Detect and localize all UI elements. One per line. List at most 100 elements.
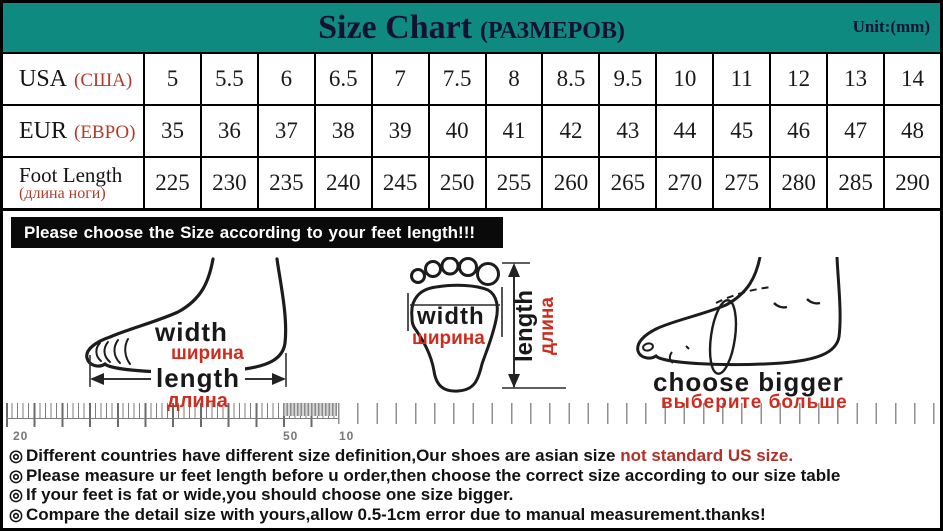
ruler-number: 20	[13, 429, 29, 443]
row-label-en: USA	[19, 65, 68, 92]
size-value-cell: 275	[712, 158, 769, 208]
size-value-cell: 40	[427, 106, 485, 156]
size-value-cell: 240	[313, 158, 371, 208]
size-value-cell: 10	[655, 54, 712, 104]
notes-list: ◎ Different countries have different size…	[9, 446, 939, 524]
header-band: Size Chart (РАЗМЕРОВ) Unit:(mm)	[3, 3, 940, 54]
row-label-ru: (длина ноги)	[19, 184, 106, 202]
left-width-label: width	[155, 317, 228, 347]
note-text: Please measure ur feet length before u o…	[25, 465, 841, 485]
note-line: ◎ Compare the detail size with yours,allo…	[9, 505, 939, 525]
unit-label: Unit:(mm)	[852, 17, 930, 36]
size-value-cell: 5.5	[199, 54, 257, 104]
size-value-cell: 46	[769, 106, 826, 156]
ruler-number: 50	[283, 429, 299, 443]
note-bullet-icon: ◎	[9, 448, 23, 465]
ruler-fine-ticks	[6, 403, 338, 429]
ruler-hatch-band	[283, 403, 337, 416]
size-value-cell: 36	[199, 106, 257, 156]
size-value-cell: 41	[484, 106, 542, 156]
size-value-cell: 8.5	[541, 54, 598, 104]
size-value-cell: 250	[427, 158, 485, 208]
note-text: Compare the detail size with yours,allow…	[25, 504, 766, 524]
size-value-cell: 5	[143, 54, 200, 104]
note-line: ◎ If your feet is fat or wide,you should …	[9, 485, 939, 505]
size-value-cell: 37	[256, 106, 314, 156]
page-title: Size Chart (РАЗМЕРОВ)	[318, 9, 625, 47]
row-label-foot-length: Foot Length (длина ноги)	[3, 164, 143, 203]
note-highlight: not standard US size.	[620, 446, 794, 465]
girth-foot-illustration	[636, 257, 842, 375]
note-text: If your feet is fat or wide,you should c…	[25, 485, 514, 504]
size-value-cell: 230	[199, 158, 257, 208]
size-value-cell: 285	[826, 158, 883, 208]
banner-text: Please choose the Size according to your…	[24, 222, 476, 242]
middle-width-label-ru: ширина	[412, 328, 485, 349]
size-value-cell: 235	[256, 158, 314, 208]
left-width-label-ru: ширина	[171, 343, 244, 364]
middle-length-label-ru: длина	[537, 297, 558, 355]
size-value-cell: 7	[370, 54, 428, 104]
size-table: USA (США) 5 5.5 6 6.5 7 7.5 8 8.5 9.5 10 11 12 13 14 …	[3, 54, 940, 211]
note-bullet-icon: ◎	[9, 506, 23, 524]
size-value-cell: 8	[484, 54, 542, 104]
left-length-label-ru: длина	[167, 390, 228, 412]
size-value-cell: 280	[769, 158, 826, 208]
table-row-foot-length: Foot Length (длина ноги) 225 230 235 240 245…	[3, 158, 940, 211]
footprint-illustration	[407, 257, 566, 393]
row-label-usa: USA (США)	[3, 66, 143, 93]
size-value-cell: 45	[712, 106, 769, 156]
size-value-cell: 255	[484, 158, 542, 208]
choose-bigger-label: choose bigger	[653, 367, 844, 397]
ruler-number: 10	[339, 429, 355, 443]
size-value-cell: 6.5	[313, 54, 371, 104]
left-length-label: length	[151, 365, 245, 391]
title-text: Size Chart	[318, 8, 473, 46]
row-label-en: EUR	[19, 117, 67, 144]
ruler-baseline	[6, 418, 338, 419]
size-value-cell: 7.5	[427, 54, 485, 104]
size-value-cell: 48	[883, 106, 940, 156]
size-value-cell: 38	[313, 106, 371, 156]
note-line: ◎ Please measure ur feet length before u …	[9, 466, 939, 486]
row-label-eur: EUR (ЕВРО)	[3, 118, 143, 145]
size-value-cell: 12	[769, 54, 826, 104]
title-russian: (РАЗМЕРОВ)	[480, 17, 625, 44]
note-bullet-icon: ◎	[9, 487, 23, 504]
size-value-cell: 270	[655, 158, 712, 208]
side-foot-illustration	[85, 257, 288, 387]
size-value-cell: 14	[883, 54, 940, 104]
middle-length-label: length	[511, 290, 538, 362]
size-value-cell: 35	[143, 106, 200, 156]
size-value-cell: 225	[143, 158, 200, 208]
size-value-cell: 43	[598, 106, 655, 156]
row-label-en: Foot Length	[19, 162, 123, 187]
measuring-ruler: 20 50 10	[6, 403, 940, 445]
note-line: ◎ Different countries have different size…	[9, 446, 939, 466]
table-row-usa: USA (США) 5 5.5 6 6.5 7 7.5 8 8.5 9.5 10 11 12 13 14	[3, 54, 940, 106]
row-label-ru: (ЕВРО)	[74, 121, 136, 143]
ruler-coarse-ticks	[338, 403, 937, 424]
note-bullet-icon: ◎	[9, 467, 23, 485]
instruction-banner: Please choose the Size according to your…	[11, 217, 503, 248]
size-value-cell: 6	[256, 54, 314, 104]
arrow-up-icon	[508, 263, 520, 277]
middle-width-label: width	[417, 303, 485, 330]
size-value-cell: 13	[826, 54, 883, 104]
size-value-cell: 11	[712, 54, 769, 104]
size-value-cell: 260	[541, 158, 598, 208]
size-value-cell: 39	[370, 106, 428, 156]
table-row-eur: EUR (ЕВРО) 35 36 37 38 39 40 41 42 43 44 45 46 47 48	[3, 106, 940, 158]
size-value-cell: 42	[541, 106, 598, 156]
note-text: Different countries have different size …	[25, 446, 621, 465]
size-value-cell: 9.5	[598, 54, 655, 104]
size-value-cell: 265	[598, 158, 655, 208]
choose-bigger-label-ru: выберите больше	[661, 392, 848, 413]
arrow-down-icon	[508, 374, 520, 388]
size-value-cell: 290	[883, 158, 940, 208]
size-value-cell: 245	[370, 158, 428, 208]
size-value-cell: 44	[655, 106, 712, 156]
row-label-ru: (США)	[74, 69, 133, 91]
arrow-right-icon	[272, 373, 286, 385]
